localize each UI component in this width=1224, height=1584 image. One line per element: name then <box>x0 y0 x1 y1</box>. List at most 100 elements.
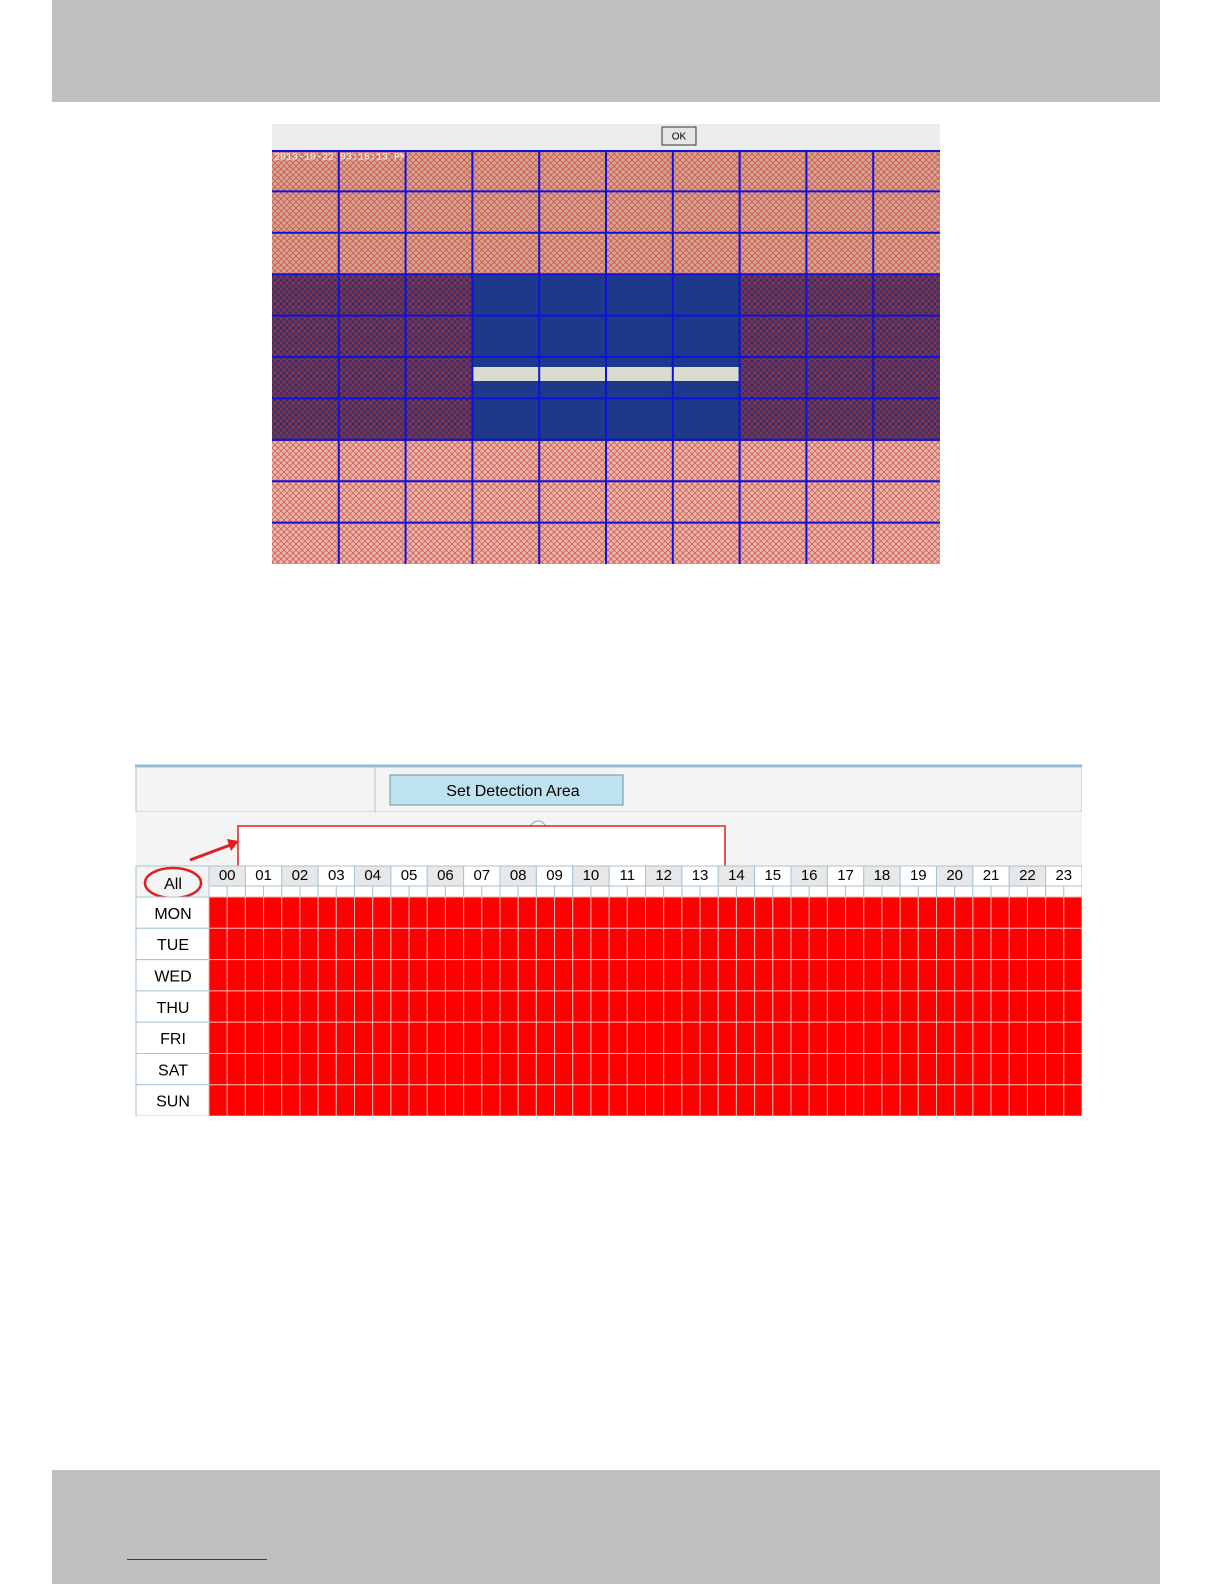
slot[interactable] <box>281 959 301 992</box>
slot[interactable] <box>463 959 483 992</box>
slot[interactable] <box>863 927 883 961</box>
slot[interactable] <box>463 1084 483 1116</box>
slot[interactable] <box>444 990 465 1023</box>
slot[interactable] <box>554 959 574 992</box>
slot[interactable] <box>899 959 919 992</box>
set-area-label[interactable]: Set Detection Area <box>446 783 580 800</box>
slot[interactable] <box>299 896 319 929</box>
slot[interactable] <box>735 1053 756 1086</box>
hour-label[interactable]: 22 <box>1019 867 1036 884</box>
slot[interactable] <box>208 1053 228 1086</box>
slot[interactable] <box>390 1021 410 1055</box>
slot[interactable] <box>808 990 828 1023</box>
slot[interactable] <box>535 1084 556 1116</box>
slot[interactable] <box>936 1053 956 1086</box>
slot[interactable] <box>226 1053 246 1086</box>
slot[interactable] <box>754 927 774 961</box>
slot[interactable] <box>681 1021 701 1055</box>
slot[interactable] <box>1008 1084 1028 1116</box>
slot[interactable] <box>681 990 701 1023</box>
slot[interactable] <box>499 927 519 961</box>
slot[interactable] <box>244 990 265 1023</box>
slot[interactable] <box>244 1084 265 1116</box>
slot[interactable] <box>663 896 683 929</box>
slot[interactable] <box>263 896 283 929</box>
slot[interactable] <box>244 927 265 961</box>
slot[interactable] <box>845 1053 865 1086</box>
slot[interactable] <box>444 1053 465 1086</box>
slot[interactable] <box>372 1084 392 1116</box>
slot[interactable] <box>572 896 592 929</box>
slot[interactable] <box>936 990 956 1023</box>
slot[interactable] <box>954 1021 974 1055</box>
slot[interactable] <box>790 927 810 961</box>
slot[interactable] <box>354 1084 374 1116</box>
slot[interactable] <box>936 959 956 992</box>
hour-label[interactable]: 10 <box>583 867 600 884</box>
hour-label[interactable]: 17 <box>837 867 854 884</box>
slot[interactable] <box>717 1021 737 1055</box>
slot[interactable] <box>608 896 628 929</box>
ok-button[interactable] <box>661 126 697 146</box>
slot[interactable] <box>681 1053 701 1086</box>
day-label[interactable]: MON <box>154 906 191 923</box>
slot[interactable] <box>1008 927 1028 961</box>
slot[interactable] <box>663 1053 683 1086</box>
slot[interactable] <box>717 896 737 929</box>
slot[interactable] <box>808 1084 828 1116</box>
slot[interactable] <box>772 1021 792 1055</box>
slot[interactable] <box>281 896 301 929</box>
slot[interactable] <box>481 896 501 929</box>
slot[interactable] <box>663 1084 683 1116</box>
slot[interactable] <box>717 1053 737 1086</box>
slot[interactable] <box>881 927 901 961</box>
slot[interactable] <box>426 1021 446 1055</box>
slot[interactable] <box>826 1021 847 1055</box>
slot[interactable] <box>335 927 355 961</box>
hour-label[interactable]: 18 <box>874 867 891 884</box>
slot[interactable] <box>790 1021 810 1055</box>
slot[interactable] <box>954 1084 974 1116</box>
slot[interactable] <box>826 959 847 992</box>
slot[interactable] <box>863 1084 883 1116</box>
hour-label[interactable]: 19 <box>910 867 927 884</box>
slot[interactable] <box>1026 927 1047 961</box>
slot[interactable] <box>317 1084 337 1116</box>
hour-label[interactable]: 14 <box>728 867 745 884</box>
slot[interactable] <box>790 1053 810 1086</box>
slot[interactable] <box>1063 1084 1082 1116</box>
slot[interactable] <box>754 1053 774 1086</box>
slot[interactable] <box>208 990 228 1023</box>
slot[interactable] <box>645 990 665 1023</box>
slot[interactable] <box>299 959 319 992</box>
slot[interactable] <box>208 1084 228 1116</box>
slot[interactable] <box>535 896 556 929</box>
slot[interactable] <box>572 1021 592 1055</box>
slot[interactable] <box>917 896 937 929</box>
slot[interactable] <box>608 990 628 1023</box>
slot[interactable] <box>244 1021 265 1055</box>
slot[interactable] <box>899 927 919 961</box>
slot[interactable] <box>899 1053 919 1086</box>
slot[interactable] <box>408 896 428 929</box>
slot[interactable] <box>936 1084 956 1116</box>
slot[interactable] <box>1063 927 1082 961</box>
slot[interactable] <box>826 927 847 961</box>
slot[interactable] <box>390 927 410 961</box>
slot[interactable] <box>699 959 719 992</box>
slot[interactable] <box>972 959 992 992</box>
slot[interactable] <box>1045 959 1065 992</box>
slot[interactable] <box>626 1084 646 1116</box>
day-label[interactable]: THU <box>157 1000 190 1017</box>
day-label[interactable]: SUN <box>156 1094 190 1111</box>
slot[interactable] <box>481 990 501 1023</box>
slot[interactable] <box>226 1021 246 1055</box>
slot[interactable] <box>826 990 847 1023</box>
slot[interactable] <box>608 1084 628 1116</box>
slot[interactable] <box>226 1084 246 1116</box>
slot[interactable] <box>481 1021 501 1055</box>
slot[interactable] <box>408 1021 428 1055</box>
slot[interactable] <box>354 990 374 1023</box>
slot[interactable] <box>244 959 265 992</box>
slot[interactable] <box>863 1053 883 1086</box>
